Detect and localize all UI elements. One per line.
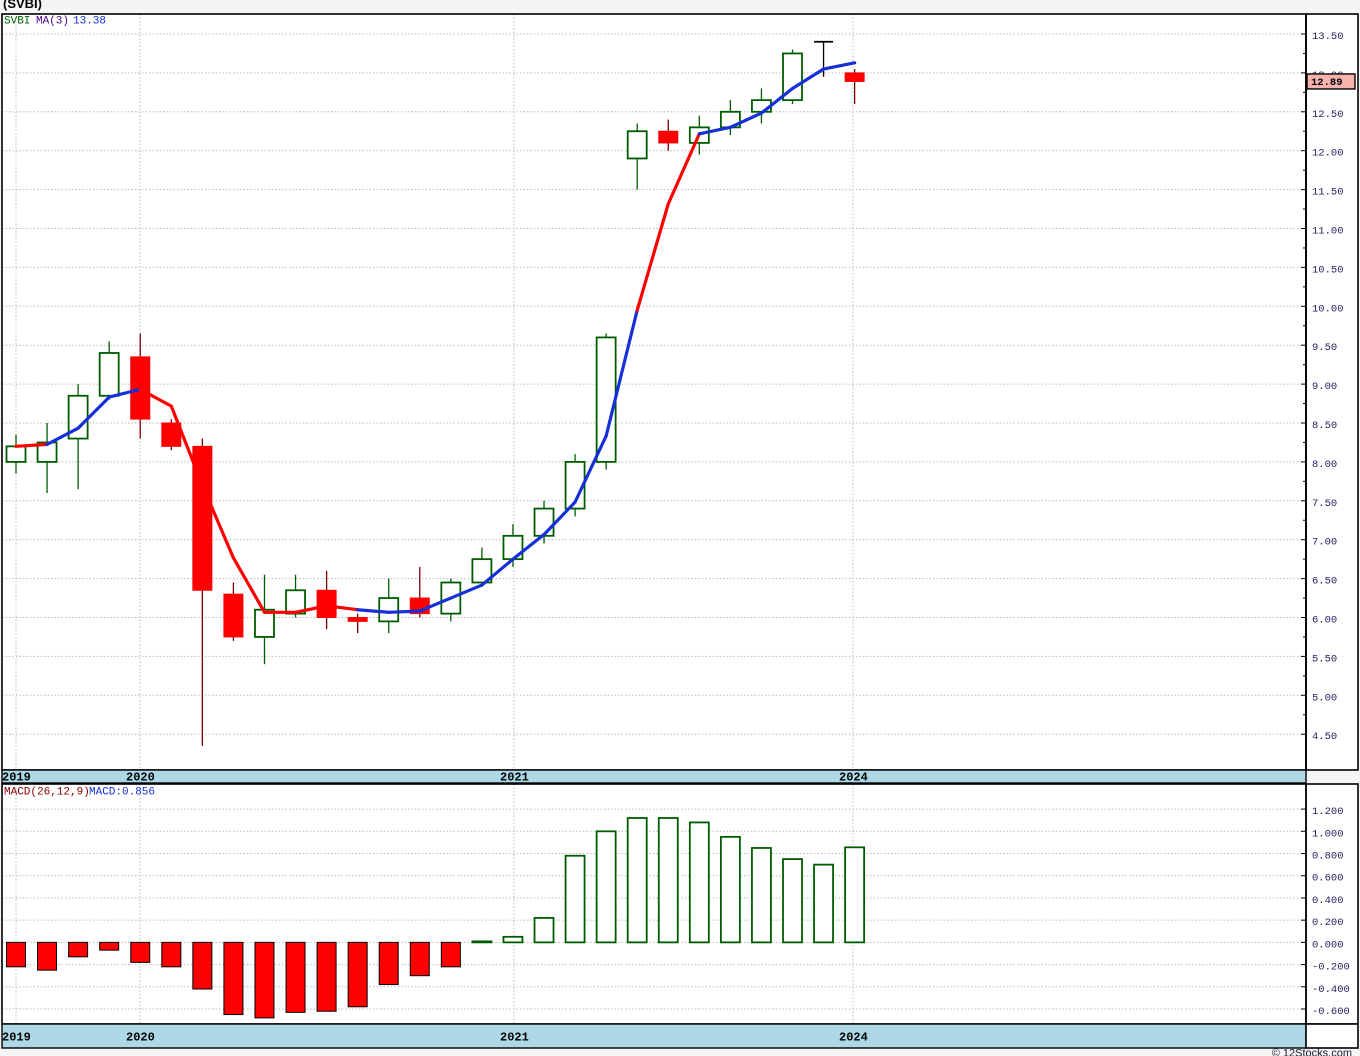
svg-text:10.00: 10.00 [1312,303,1344,315]
svg-text:-0.200: -0.200 [1312,962,1350,974]
svg-text:1.000: 1.000 [1312,828,1344,840]
svg-text:0.000: 0.000 [1312,939,1344,951]
svg-text:0.600: 0.600 [1312,873,1344,885]
svg-text:© 12Stocks.com: © 12Stocks.com [1272,1048,1352,1056]
svg-text:-0.400: -0.400 [1312,984,1350,996]
svg-text:-0.600: -0.600 [1312,1006,1350,1018]
svg-text:12.00: 12.00 [1312,148,1344,160]
svg-text:2021: 2021 [500,771,529,785]
svg-text:6.00: 6.00 [1312,615,1337,627]
svg-text:0.200: 0.200 [1312,917,1344,929]
svg-text:2024: 2024 [839,771,868,785]
svg-text:1.200: 1.200 [1312,806,1344,818]
svg-text:MA(3): MA(3) [36,16,69,28]
svg-text:6.50: 6.50 [1312,576,1337,588]
svg-text:MACD(26,12,9): MACD(26,12,9) [4,787,90,799]
svg-text:9.50: 9.50 [1312,342,1337,354]
svg-text:5.50: 5.50 [1312,653,1337,665]
svg-text:13.50: 13.50 [1312,31,1344,43]
svg-text:0.400: 0.400 [1312,895,1344,907]
svg-text:2019: 2019 [2,771,31,785]
svg-text:7.50: 7.50 [1312,498,1337,510]
svg-text:11.00: 11.00 [1312,226,1344,238]
svg-text:0.800: 0.800 [1312,851,1344,863]
svg-text:12.50: 12.50 [1312,109,1344,121]
svg-text:2021: 2021 [500,1031,529,1045]
svg-text:4.50: 4.50 [1312,731,1337,743]
svg-text:2020: 2020 [126,1031,155,1045]
svg-text:8.00: 8.00 [1312,459,1337,471]
svg-text:7.00: 7.00 [1312,537,1337,549]
svg-text:MACD:0.856: MACD:0.856 [89,787,155,799]
svg-text:SVBI: SVBI [4,16,30,28]
svg-text:8.50: 8.50 [1312,420,1337,432]
svg-text:2020: 2020 [126,771,155,785]
svg-text:11.50: 11.50 [1312,187,1344,199]
svg-text:10.50: 10.50 [1312,264,1344,276]
svg-text:13.38: 13.38 [73,16,106,28]
svg-text:5.00: 5.00 [1312,692,1337,704]
svg-text:9.00: 9.00 [1312,381,1337,393]
svg-text:2024: 2024 [839,1031,868,1045]
svg-text:12.89: 12.89 [1311,77,1343,89]
svg-text:2019: 2019 [2,1031,31,1045]
